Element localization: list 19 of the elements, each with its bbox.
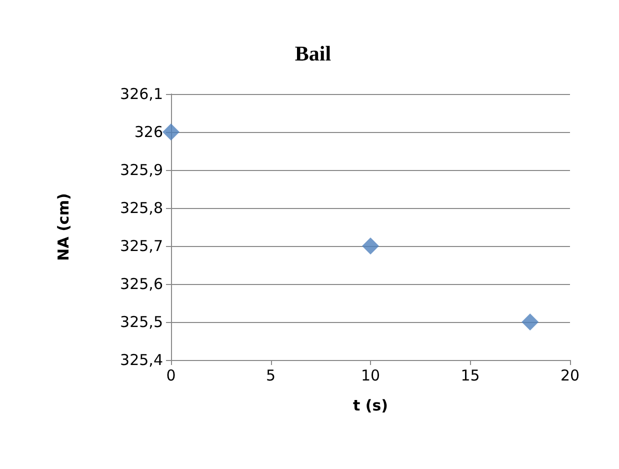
y-tick-label: 325,6	[120, 275, 163, 293]
x-tick-label: 5	[266, 366, 276, 384]
y-tick-label: 325,5	[120, 313, 163, 331]
y-tick-label: 326,1	[120, 85, 163, 103]
x-tick-label: 0	[166, 366, 176, 384]
y-tick-label: 325,4	[120, 351, 163, 369]
y-tick-label: 326	[134, 123, 163, 141]
point	[362, 238, 379, 254]
point	[162, 124, 180, 140]
chart-title: Bail	[294, 42, 332, 66]
x-axis-title: t (s)	[352, 396, 388, 414]
x-tick-label: 20	[560, 366, 580, 384]
x-tick-label: 10	[360, 366, 380, 384]
x-tick-label: 15	[460, 366, 480, 384]
point	[522, 314, 539, 330]
y-tick-label: 325,8	[120, 199, 163, 217]
y-axis-title: NA (cm)	[54, 193, 72, 261]
y-tick-label: 325,9	[120, 161, 163, 179]
y-tick-label: 325,7	[120, 237, 163, 255]
